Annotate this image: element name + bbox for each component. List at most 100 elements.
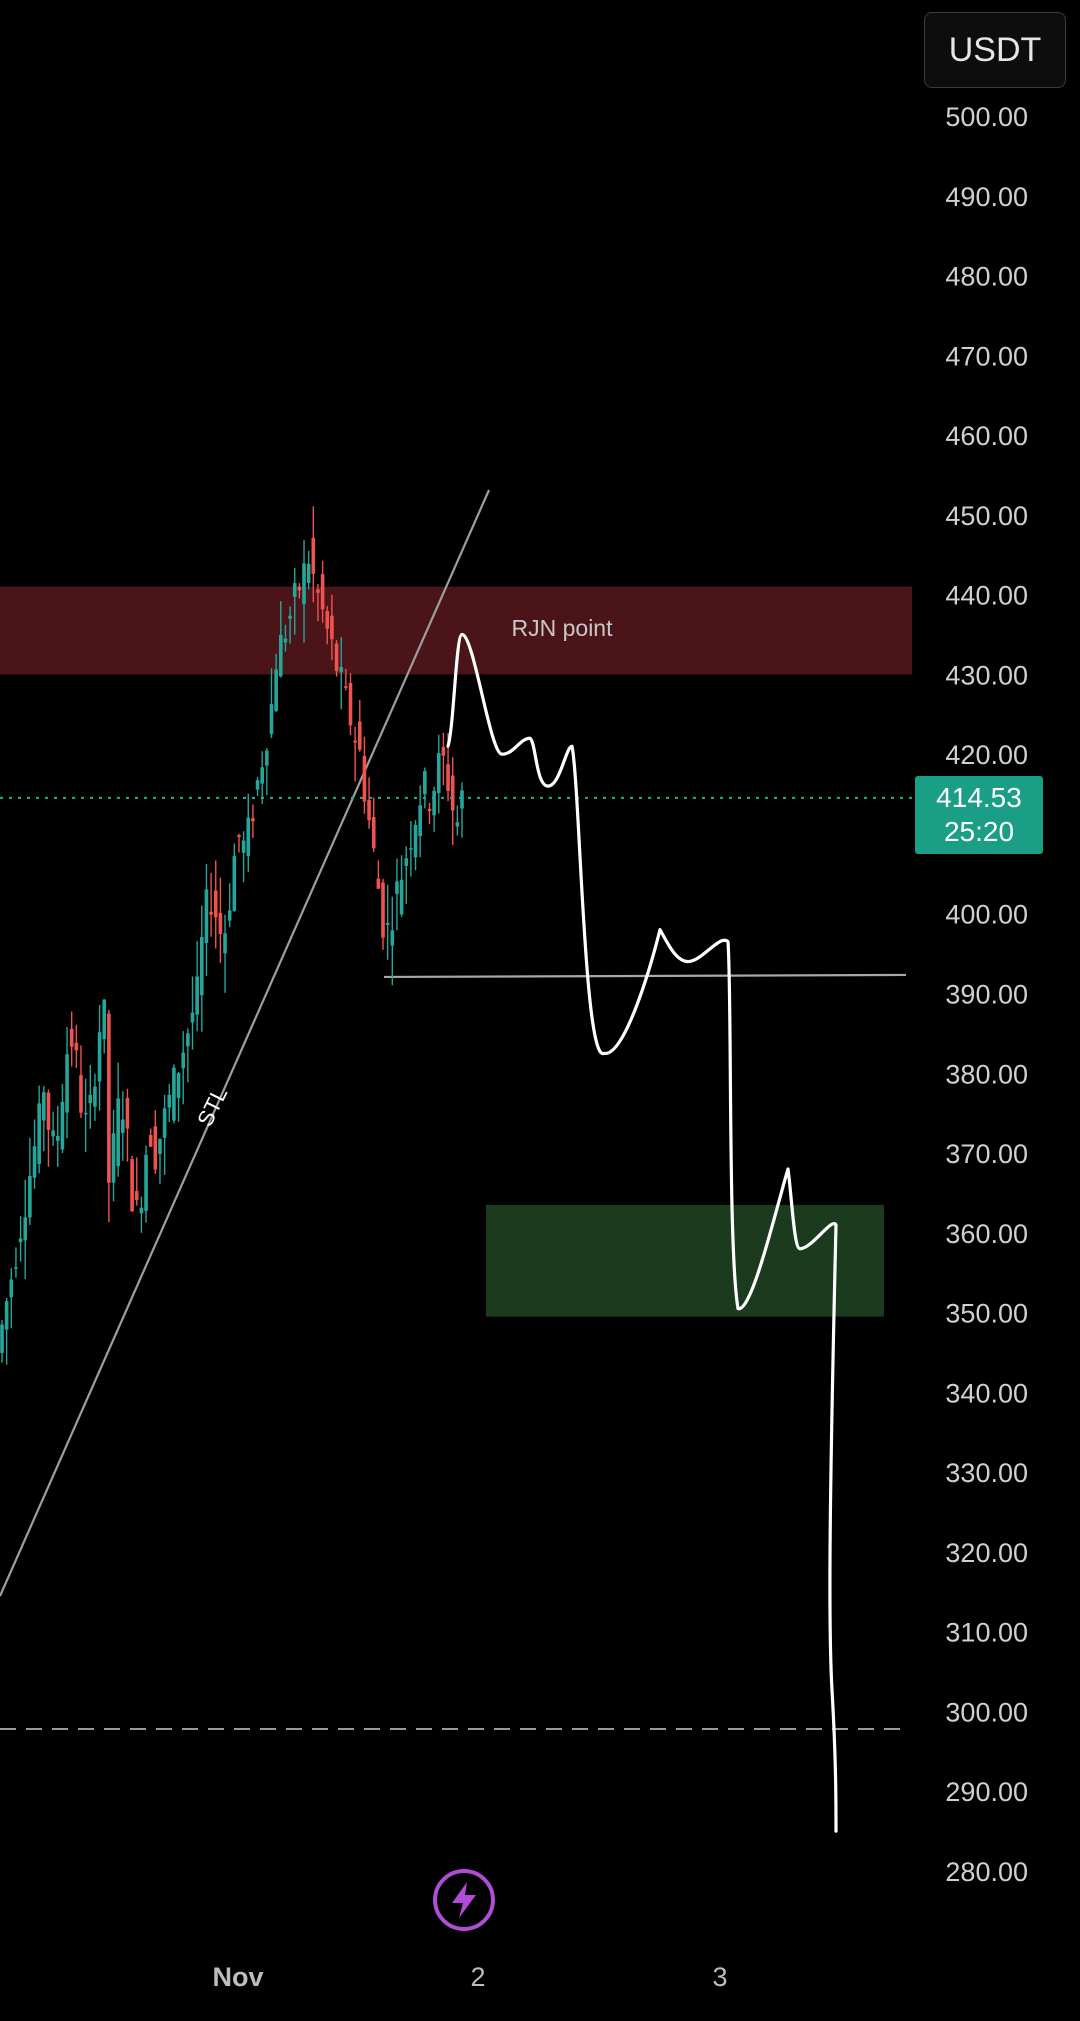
candle-body [436,753,441,793]
candle [385,884,390,960]
candle-body [97,1032,102,1082]
candle [353,726,357,782]
candle-body [269,704,274,734]
candle-body [348,682,353,726]
candle [148,1128,153,1147]
candle-body [74,1042,79,1051]
candle [460,782,464,838]
candle [251,804,255,838]
y-tick-label: 350.00 [945,1299,1028,1329]
candle [37,1085,41,1174]
y-tick-label: 440.00 [945,581,1028,611]
candle-body [232,856,237,911]
flash-button[interactable] [433,1869,495,1931]
candle-body [334,643,339,672]
candle [223,914,227,993]
candle [278,601,283,678]
candle-body [381,882,385,938]
candle-body [227,910,232,921]
candle-body [195,976,199,1015]
candle [116,1062,120,1177]
candle [130,1155,134,1213]
candle [367,777,371,829]
candle [134,1157,139,1206]
candle-body [320,574,325,610]
candle [404,846,409,904]
candle-body [390,930,395,946]
y-tick-label: 370.00 [945,1139,1028,1169]
y-tick-label: 500.00 [945,102,1028,132]
candle-body [260,767,265,784]
candle [4,1298,9,1365]
candle-body [153,1126,158,1170]
candle [348,673,353,736]
candle-body [148,1135,153,1147]
trendline-stl [0,489,491,1597]
candle [139,1196,144,1233]
y-tick-label: 420.00 [945,740,1028,770]
candle-body [278,634,283,677]
horizontal-support-line [383,973,907,979]
candle [269,668,274,739]
candle-body [107,1013,111,1183]
candle-body [55,1135,60,1141]
candle-body [409,848,413,850]
candle [409,820,413,877]
candle [153,1110,158,1174]
candle [158,1138,162,1185]
candle-body [204,889,209,943]
candle [176,1071,181,1122]
candle [311,506,316,603]
candle [334,640,339,677]
candle [9,1268,14,1329]
x-axis: Nov 2 3 [212,1962,727,1992]
candle [344,668,348,691]
current-price-value: 414.53 [936,782,1022,813]
candle [237,833,241,853]
candle-body [399,879,404,915]
candle [232,843,237,912]
candle-body [116,1098,120,1167]
candle-body [9,1279,14,1298]
candle [204,864,209,976]
currency-button[interactable]: USDT [924,12,1066,88]
candle [292,567,297,635]
candle-body [4,1301,9,1330]
candle-body [297,586,302,591]
currency-label: USDT [948,30,1042,69]
lightning-bolt-icon [452,1882,476,1918]
candle [395,858,399,931]
candle-body [79,1075,83,1113]
candle [0,1319,4,1363]
candle-body [306,563,311,584]
y-tick-label: 320.00 [945,1538,1028,1568]
candle [195,941,199,1032]
candle [325,606,330,645]
candle [186,1028,190,1083]
candle [107,1010,111,1223]
candle [55,1105,60,1167]
candle-body [42,1092,46,1121]
candle [320,560,325,623]
candle [181,1031,186,1105]
candle [18,1216,23,1262]
candle-body [302,563,306,605]
candle [32,1119,37,1189]
candle [102,999,107,1054]
candle [42,1086,46,1152]
candle [111,1109,116,1202]
candle-body [251,818,255,822]
candle [199,905,204,1032]
y-tick-label: 280.00 [945,1857,1028,1887]
y-tick-label: 340.00 [945,1378,1028,1408]
candle [362,736,367,814]
candle-body [241,840,246,853]
candle [167,1084,172,1122]
candle-body [23,1217,28,1241]
candle-body [0,1324,4,1353]
x-tick-label: 3 [712,1962,727,1992]
candle-body [28,1176,32,1218]
candle-body [186,1033,190,1047]
